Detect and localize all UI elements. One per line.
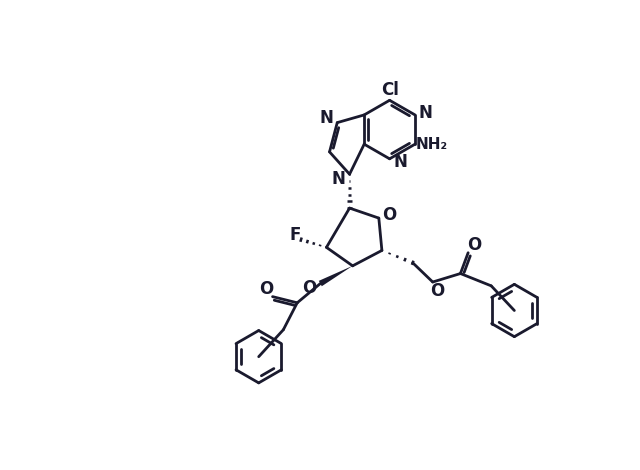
Text: Cl: Cl	[381, 80, 399, 99]
Text: N: N	[394, 153, 407, 171]
Polygon shape	[319, 266, 353, 286]
Text: F: F	[290, 226, 301, 244]
Text: N: N	[419, 104, 433, 122]
Text: O: O	[383, 206, 397, 224]
Text: O: O	[302, 279, 317, 297]
Text: O: O	[259, 280, 273, 298]
Text: N: N	[332, 170, 346, 188]
Text: NH₂: NH₂	[416, 137, 448, 152]
Text: O: O	[467, 236, 481, 254]
Text: N: N	[319, 109, 333, 127]
Text: O: O	[430, 282, 444, 300]
